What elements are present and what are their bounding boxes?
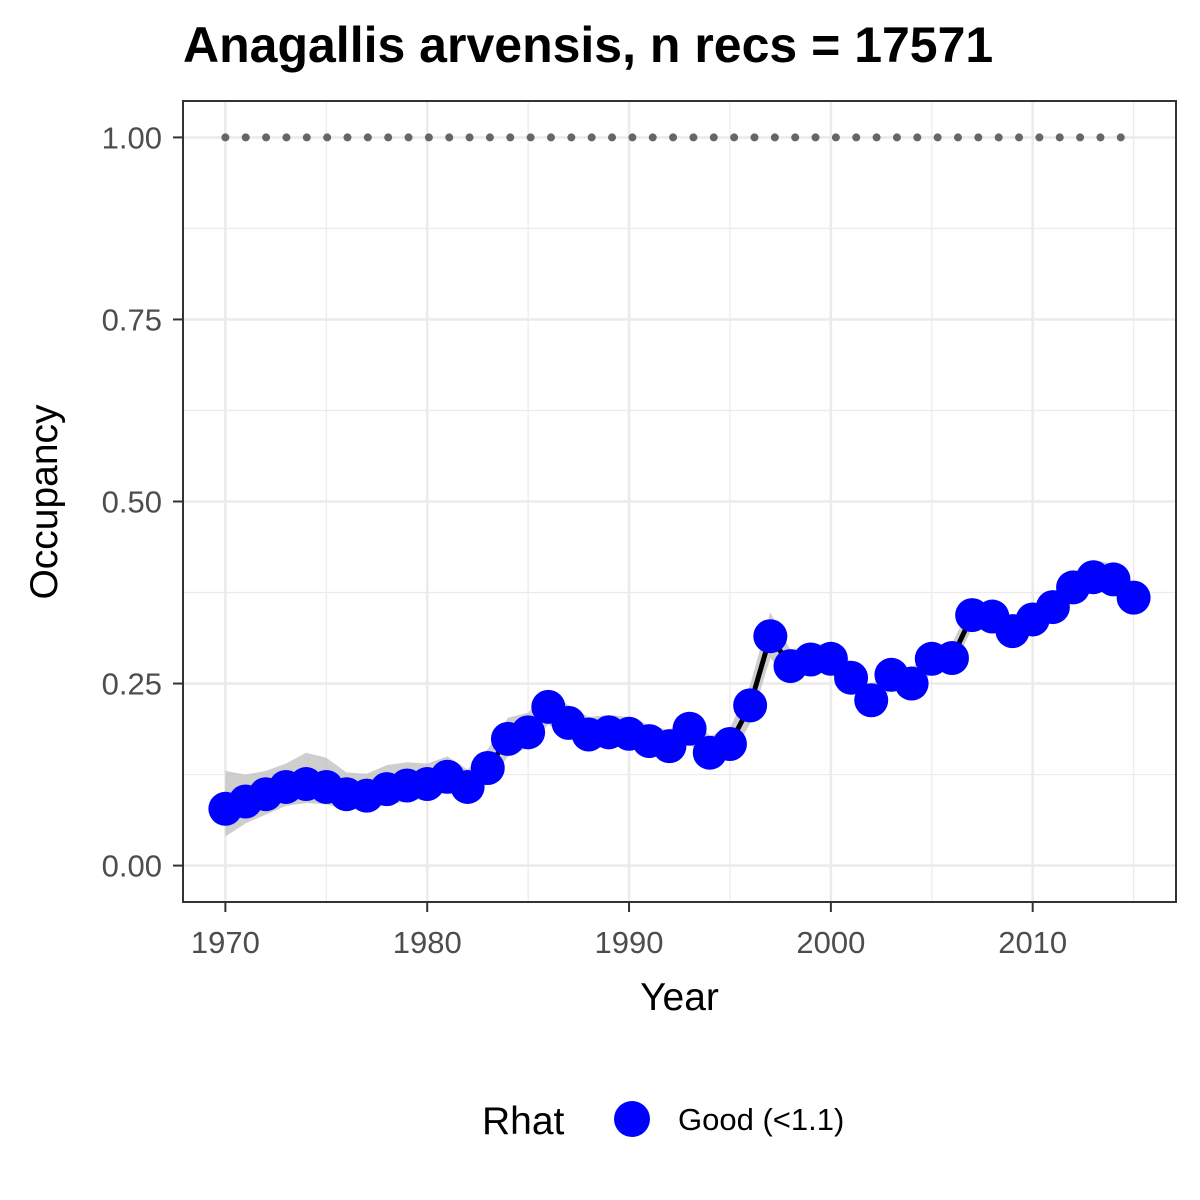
x-axis: 1970 1980 1990 2000 2010 xyxy=(191,902,1067,960)
legend-key-good xyxy=(614,1101,650,1137)
data-point xyxy=(894,666,929,701)
data-point xyxy=(1116,580,1151,615)
data-point xyxy=(733,688,768,723)
y-tick-label: 0.00 xyxy=(102,849,162,884)
data-point xyxy=(672,711,707,746)
legend-label-good: Good (<1.1) xyxy=(678,1102,844,1137)
x-axis-title: Year xyxy=(640,976,719,1019)
y-tick-label: 0.25 xyxy=(102,667,162,702)
legend: Rhat Good (<1.1) xyxy=(482,1100,844,1143)
x-tick-label: 2010 xyxy=(998,925,1067,960)
y-axis: 0.00 0.25 0.50 0.75 1.00 xyxy=(102,120,183,884)
data-point xyxy=(934,641,969,676)
data-point xyxy=(834,660,869,695)
chart-title: Anagallis arvensis, n recs = 17571 xyxy=(183,17,993,73)
data-point xyxy=(470,751,505,786)
y-tick-label: 0.75 xyxy=(102,302,162,337)
data-point xyxy=(712,726,747,761)
y-axis-title: Occupancy xyxy=(23,404,66,600)
data-point xyxy=(854,683,889,718)
data-point xyxy=(511,715,546,750)
x-tick-label: 1970 xyxy=(191,925,260,960)
data-point xyxy=(753,619,788,654)
data-points xyxy=(208,560,1151,826)
y-tick-label: 1.00 xyxy=(102,120,162,155)
x-tick-label: 2000 xyxy=(796,925,865,960)
y-tick-label: 0.50 xyxy=(102,485,162,520)
x-tick-label: 1990 xyxy=(595,925,664,960)
legend-title: Rhat xyxy=(482,1100,565,1143)
x-tick-label: 1980 xyxy=(393,925,462,960)
